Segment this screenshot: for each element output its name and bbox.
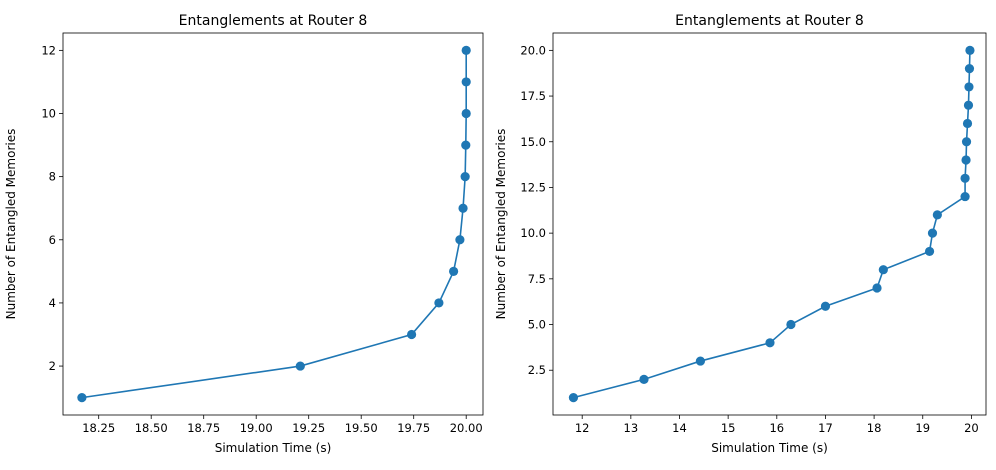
series-line — [81, 50, 468, 399]
x-tick-label: 17 — [818, 421, 833, 435]
y-tick-label: 17.5 — [520, 89, 546, 103]
data-point — [961, 137, 972, 147]
data-point — [765, 338, 775, 348]
x-tick-label: 15 — [721, 421, 736, 435]
data-point — [434, 298, 444, 308]
x-tick-label: 12 — [575, 421, 590, 435]
x-tick-label: 16 — [769, 421, 784, 435]
y-tick-label: 20.0 — [520, 43, 546, 57]
y-tick-label: 8 — [49, 170, 56, 184]
data-point — [820, 301, 831, 311]
data-point — [449, 266, 459, 276]
data-point — [639, 374, 649, 384]
data-point — [295, 361, 305, 371]
data-point — [932, 210, 942, 220]
data-point — [962, 118, 973, 129]
data-point — [927, 228, 938, 238]
x-tick-label: 18.50 — [135, 421, 168, 435]
data-point — [568, 393, 579, 403]
x-tick-label: 19.25 — [292, 421, 325, 435]
x-tick-label: 19.50 — [345, 421, 378, 435]
data-point — [960, 191, 970, 202]
x-axis-label: Simulation Time (s) — [711, 441, 828, 455]
y-tick-label: 12 — [41, 43, 56, 57]
data-point — [965, 45, 975, 55]
data-point — [872, 283, 882, 293]
data-point — [460, 172, 470, 182]
data-point — [461, 77, 471, 87]
data-point — [77, 393, 87, 403]
chart-left: 18.25 18.50 18.75 19.00 19.25 19.50 19.75 20.00… — [4, 13, 484, 455]
x-tick-label: 19.75 — [397, 421, 430, 435]
data-point — [964, 64, 975, 74]
y-tick-label: 12.5 — [520, 180, 546, 194]
y-tick-label: 10.0 — [520, 226, 546, 240]
data-point — [786, 319, 796, 330]
data-point — [458, 203, 468, 213]
data-point — [878, 265, 888, 275]
x-tick-label: 14 — [672, 421, 687, 435]
x-tick-label: 20.00 — [450, 421, 483, 435]
y-tick-label: 4 — [49, 296, 56, 310]
x-tick-label: 19 — [915, 421, 930, 435]
y-axis-label: Number of Entangled Memories — [4, 129, 18, 320]
data-point — [455, 235, 465, 245]
x-tick-label: 18.25 — [82, 421, 115, 435]
y-tick-label: 6 — [49, 233, 56, 247]
y-tick-label: 15.0 — [520, 135, 546, 149]
y-tick-label: 2.5 — [528, 363, 546, 377]
x-tick-label: 13 — [624, 421, 639, 435]
x-tick-label: 18.75 — [187, 421, 220, 435]
x-tick-label: 19.00 — [240, 421, 273, 435]
y-tick-label: 10 — [41, 107, 56, 121]
axes-frame — [552, 32, 987, 416]
x-tick-label: 18 — [867, 421, 882, 435]
data-point — [695, 356, 706, 366]
data-point — [964, 82, 974, 92]
data-point — [963, 100, 974, 110]
chart-title: Entanglements at Router 8 — [179, 13, 368, 29]
data-point — [961, 155, 971, 165]
y-tick-label: 2 — [49, 359, 56, 373]
data-point — [461, 45, 471, 55]
data-point — [924, 246, 935, 257]
x-tick-label: 20 — [964, 421, 979, 435]
data-point — [461, 108, 471, 119]
chart-title: Entanglements at Router 8 — [675, 13, 864, 29]
axes-frame — [62, 32, 484, 416]
data-point — [461, 140, 471, 150]
x-axis-label: Simulation Time (s) — [215, 441, 332, 455]
y-axis-label: Number of Entangled Memories — [494, 129, 508, 320]
data-point — [407, 329, 417, 340]
y-tick-label: 7.5 — [528, 272, 546, 286]
chart-right: 12 13 14 15 16 17 18 19 20 2.5 5.0 7.5 10.0 12.5 15.0 1… — [494, 13, 987, 455]
y-tick-label: 5.0 — [528, 318, 546, 332]
data-point — [960, 173, 970, 183]
